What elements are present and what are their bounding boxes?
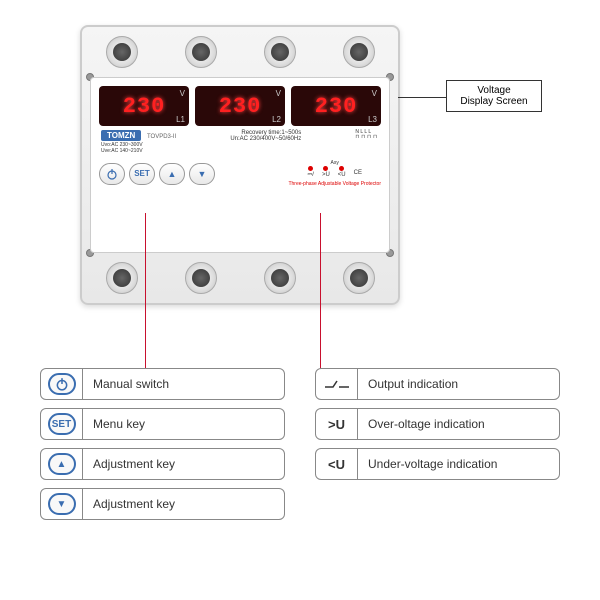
legend-manual-switch: Manual switch — [40, 368, 285, 400]
indicator-group: Asy ⎓/ >U <U — [288, 160, 381, 187]
legend-adjustment-down: ▼ Adjustment key — [40, 488, 285, 520]
callout-line — [145, 213, 146, 370]
set-button[interactable]: SET — [129, 163, 155, 185]
wiring-diagram: N L L L ⊓⊓⊓⊓ — [355, 130, 379, 140]
over-voltage-indicator: >U — [322, 166, 330, 179]
terminal — [264, 36, 296, 68]
product-label: Three-phase Adjustable Voltage Protector — [288, 181, 381, 187]
legend-label: Under-voltage indication — [358, 457, 559, 471]
display-l2: 230 V L2 — [195, 86, 285, 126]
unit-label: V — [180, 89, 185, 98]
phase-label: L2 — [272, 115, 281, 124]
output-indicator: ⎓/ — [307, 166, 313, 179]
down-button[interactable]: ▼ — [189, 163, 215, 185]
voltage-value: 230 — [219, 94, 262, 119]
display-l1: 230 V L1 — [99, 86, 189, 126]
legend-output-indication: Output indication — [315, 368, 560, 400]
up-button[interactable]: ▲ — [159, 163, 185, 185]
under-voltage-icon: <U — [316, 449, 358, 479]
spec-uve: Uve:AC 140~210V — [101, 148, 176, 154]
legend-right-column: Output indication >U Over-oltage indicat… — [315, 368, 560, 520]
unit-label: V — [276, 89, 281, 98]
callout-text: Voltage — [455, 85, 533, 96]
under-voltage-indicator: <U — [338, 166, 346, 179]
voltage-value: 230 — [315, 94, 358, 119]
legend-adjustment-up: ▲ Adjustment key — [40, 448, 285, 480]
terminal — [106, 262, 138, 294]
terminal — [264, 262, 296, 294]
legend-label: Adjustment key — [83, 457, 284, 471]
legend-under-voltage: <U Under-voltage indication — [315, 448, 560, 480]
output-symbol-icon — [316, 369, 358, 399]
info-row: TOMZN TOVPD3-II Uvo:AC 230~300V Uve:AC 1… — [99, 130, 381, 154]
down-arrow-icon: ▼ — [41, 489, 83, 519]
legend-label: Manual switch — [83, 377, 284, 391]
terminal — [106, 36, 138, 68]
legend-label: Adjustment key — [83, 497, 284, 511]
callout-text: Display Screen — [455, 96, 533, 107]
terminal — [185, 262, 217, 294]
display-l3: 230 V L3 — [291, 86, 381, 126]
legend-label: Output indication — [358, 377, 559, 391]
model-label: TOVPD3-II — [147, 134, 176, 140]
top-terminals — [82, 31, 398, 73]
ce-mark: CE — [354, 170, 362, 176]
front-panel: 230 V L1 230 V L2 230 V L3 TOMZN TOVPD3-… — [90, 77, 390, 253]
voltage-value: 230 — [123, 94, 166, 119]
button-row: SET ▲ ▼ Asy ⎓/ >U — [99, 160, 381, 187]
legend-label: Over-oltage indication — [358, 417, 559, 431]
callout-line — [320, 213, 321, 370]
power-button[interactable] — [99, 163, 125, 185]
callout-line — [398, 97, 446, 98]
over-voltage-icon: >U — [316, 409, 358, 439]
set-icon: SET — [41, 409, 83, 439]
terminal — [185, 36, 217, 68]
led-icon — [308, 166, 313, 171]
button-group: SET ▲ ▼ — [99, 163, 215, 185]
terminal — [343, 262, 375, 294]
legend-container: Manual switch SET Menu key ▲ Adjustment … — [40, 368, 560, 520]
brand-badge: TOMZN — [101, 130, 141, 141]
phase-label: L3 — [368, 115, 377, 124]
display-row: 230 V L1 230 V L2 230 V L3 — [99, 86, 381, 126]
led-icon — [323, 166, 328, 171]
bottom-terminals — [82, 257, 398, 299]
led-icon — [339, 166, 344, 171]
unit-label: V — [372, 89, 377, 98]
legend-menu-key: SET Menu key — [40, 408, 285, 440]
spec-un: Un:AC 230/400V~50/60Hz — [230, 136, 301, 142]
up-arrow-icon: ▲ — [41, 449, 83, 479]
phase-label: L1 — [176, 115, 185, 124]
terminal — [343, 36, 375, 68]
device-body: 230 V L1 230 V L2 230 V L3 TOMZN TOVPD3-… — [80, 25, 400, 305]
legend-left-column: Manual switch SET Menu key ▲ Adjustment … — [40, 368, 285, 520]
legend-label: Menu key — [83, 417, 284, 431]
power-icon — [41, 369, 83, 399]
voltage-display-callout: Voltage Display Screen — [446, 80, 542, 112]
legend-over-voltage: >U Over-oltage indication — [315, 408, 560, 440]
